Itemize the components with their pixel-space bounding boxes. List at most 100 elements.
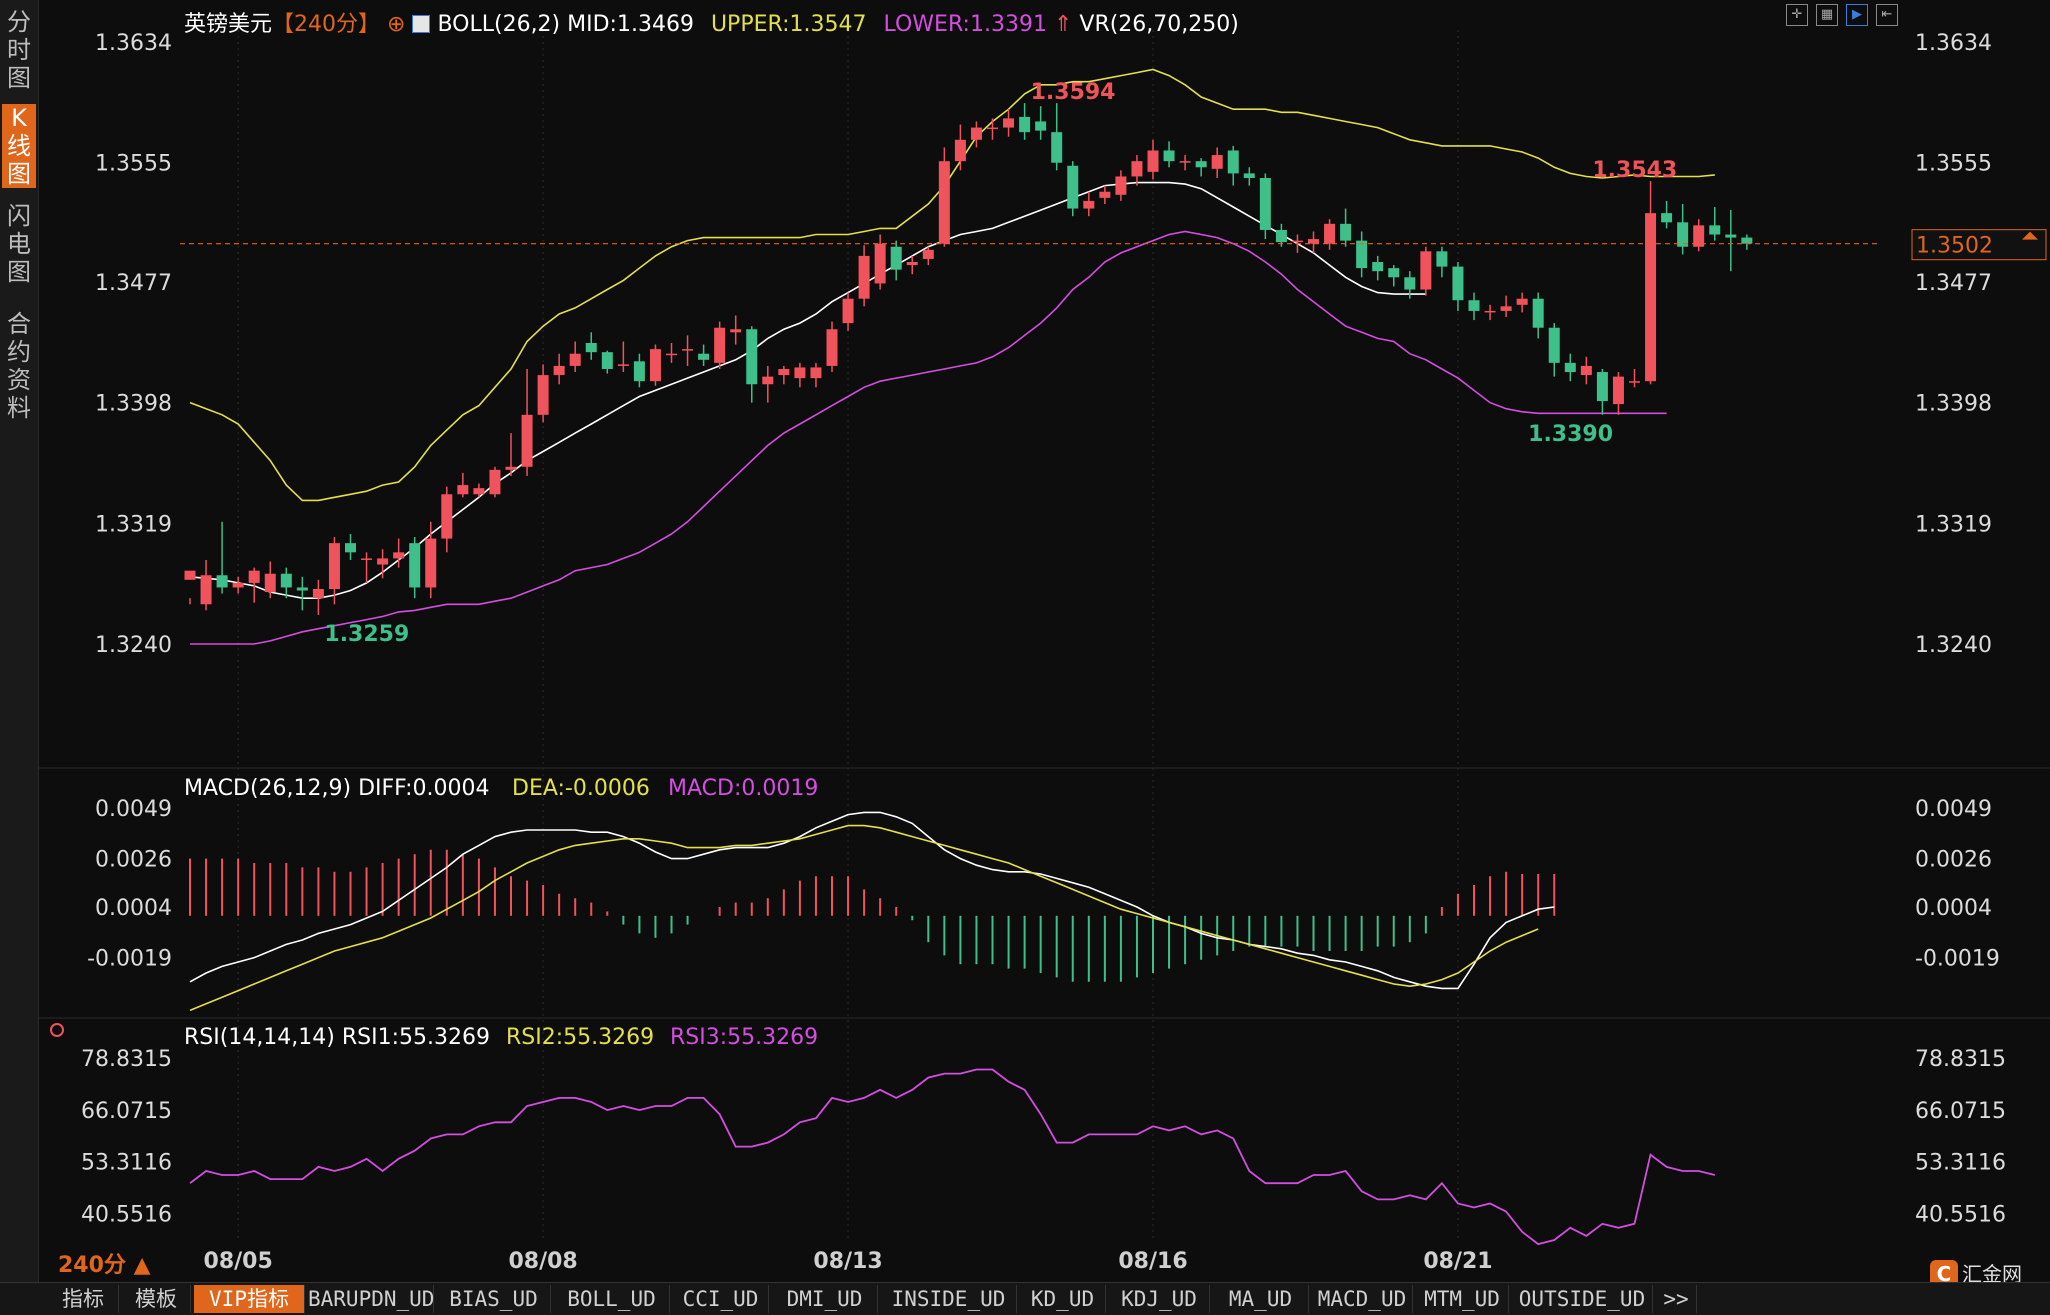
candle-body — [1452, 266, 1464, 301]
sidebar-tab-kline[interactable]: K线图 — [2, 104, 36, 188]
candle-body — [1629, 381, 1640, 383]
candle-body — [666, 353, 677, 356]
candle-body — [1741, 237, 1753, 244]
candle-body — [810, 367, 822, 379]
candle-body — [1372, 262, 1384, 272]
candle-body — [569, 353, 581, 366]
candle-body — [585, 343, 597, 353]
indicator-tab[interactable]: DMI_UD — [772, 1285, 878, 1313]
y-tick-label-right: 1.3634 — [1915, 31, 1992, 56]
indicator-tab[interactable]: BARUPDN_UD — [308, 1285, 435, 1313]
indicator-tab[interactable]: INSIDE_UD — [881, 1285, 1017, 1313]
sidebar-tab-flash[interactable]: 闪电图 — [7, 202, 31, 286]
indicator-tab[interactable]: MTM_UD — [1416, 1285, 1509, 1313]
candle-body — [1516, 298, 1528, 305]
indicator-tab[interactable]: KD_UD — [1020, 1285, 1106, 1313]
indicator-tab[interactable]: MACD_UD — [1312, 1285, 1413, 1313]
indicator-tab[interactable]: CCI_UD — [673, 1285, 769, 1313]
settings-circle-icon[interactable]: ⊕ — [387, 12, 406, 37]
candle-body — [649, 349, 661, 382]
y-tick-label-right: 66.0715 — [1915, 1099, 2006, 1124]
extreme-price-label: 1.3543 — [1592, 158, 1677, 183]
boll-indicator-icon[interactable] — [412, 15, 431, 33]
candle-body — [682, 349, 694, 351]
candle-body — [601, 352, 613, 369]
candle-body — [1725, 234, 1737, 238]
candle-body — [1564, 362, 1576, 373]
macd-diff-line — [189, 811, 1555, 990]
candle-body — [1291, 240, 1303, 243]
extreme-price-label: 1.3259 — [324, 622, 409, 647]
crosshair-icon[interactable]: ✛ — [1786, 4, 1808, 26]
candle-body — [938, 161, 950, 244]
indicator-tab[interactable]: MA_UD — [1213, 1285, 1309, 1313]
indicator-tab[interactable]: >> — [1656, 1285, 1697, 1313]
rsi-line — [189, 1068, 1716, 1246]
indicator-tab[interactable]: VIP指标 — [194, 1285, 305, 1313]
macd-title: MACD(26,12,9) DIFF:0.0004 — [184, 776, 490, 801]
y-tick-label-right: 1.3319 — [1915, 512, 1992, 537]
candle-body — [248, 570, 260, 583]
period-tag[interactable]: 【240分】 — [272, 12, 381, 37]
sidebar-tab-contract-info[interactable]: 合约资料 — [7, 310, 31, 422]
candle-body — [1051, 132, 1063, 163]
boll-label: BOLL(26,2) — [437, 12, 561, 37]
candle-body — [954, 139, 966, 162]
expand-icon[interactable]: ⇤ — [1876, 4, 1898, 26]
candle-body — [1003, 118, 1015, 128]
candle-body — [858, 255, 870, 299]
indicator-tab[interactable]: OUTSIDE_UD — [1512, 1285, 1653, 1313]
indicator-tab[interactable]: BOLL_UD — [554, 1285, 670, 1313]
candle-body — [633, 361, 645, 382]
boll-upper-line — [189, 68, 1715, 502]
y-tick-label-right: 53.3116 — [1915, 1151, 2006, 1176]
indicator-tab[interactable]: BIAS_UD — [437, 1285, 551, 1313]
candle-body — [1580, 365, 1592, 376]
candle-body — [730, 329, 742, 333]
indicator-tab[interactable]: 指标 — [48, 1285, 119, 1313]
candle-body — [1067, 165, 1079, 209]
rsi-title: RSI(14,14,14) RSI1:55.3269 — [184, 1025, 490, 1050]
y-tick-label-right: 1.3398 — [1915, 392, 1992, 417]
candle-body — [1195, 161, 1207, 168]
table-icon[interactable]: ▦ — [1816, 4, 1838, 26]
candle-body — [1259, 177, 1271, 230]
y-tick-label-right: 0.0026 — [1915, 848, 1992, 873]
candle-body — [746, 329, 758, 385]
candle-body — [1468, 300, 1480, 311]
candle-body — [457, 485, 469, 495]
boll-mid: MID:1.3469 — [567, 12, 694, 37]
candle-body — [970, 127, 982, 140]
sidebar-tab-timeshare[interactable]: 分时图 — [7, 8, 31, 92]
candle-body — [393, 552, 405, 559]
indicator-tab[interactable]: 模板 — [122, 1285, 191, 1313]
indicator-tab[interactable]: KDJ_UD — [1109, 1285, 1210, 1313]
candle-body — [1227, 150, 1239, 174]
candle-body — [1548, 327, 1560, 363]
candle-body — [489, 469, 501, 495]
y-tick-label-right: 0.0049 — [1915, 797, 1992, 822]
y-tick-label-left: 1.3319 — [95, 512, 172, 537]
candle-body — [1612, 376, 1624, 405]
candle-body — [345, 543, 356, 553]
y-tick-label-left: 66.0715 — [81, 1099, 172, 1124]
candle-body — [826, 329, 838, 366]
candle-body — [1645, 213, 1657, 382]
candle-body — [1404, 277, 1416, 290]
rsi2-label: RSI2:55.3269 — [506, 1025, 654, 1050]
period-selector[interactable]: 240分 ▲ — [58, 1253, 151, 1278]
candle-body — [537, 375, 549, 415]
y-tick-label-right: 1.3555 — [1915, 152, 1992, 177]
y-tick-label-right: 78.8315 — [1915, 1047, 2006, 1072]
candle-body — [890, 246, 902, 270]
up-arrow-icon: ⇑ — [1053, 12, 1073, 37]
candle-body — [553, 365, 565, 376]
y-tick-label-left: 78.8315 — [81, 1047, 172, 1072]
candle-body — [1163, 150, 1175, 162]
y-tick-label-left: 1.3634 — [95, 31, 172, 56]
candle-body — [1661, 213, 1673, 223]
y-tick-label-left: 0.0004 — [95, 896, 172, 921]
draw-icon[interactable]: ▶ — [1846, 4, 1868, 26]
candle-body — [473, 488, 485, 495]
candle-body — [762, 376, 774, 385]
